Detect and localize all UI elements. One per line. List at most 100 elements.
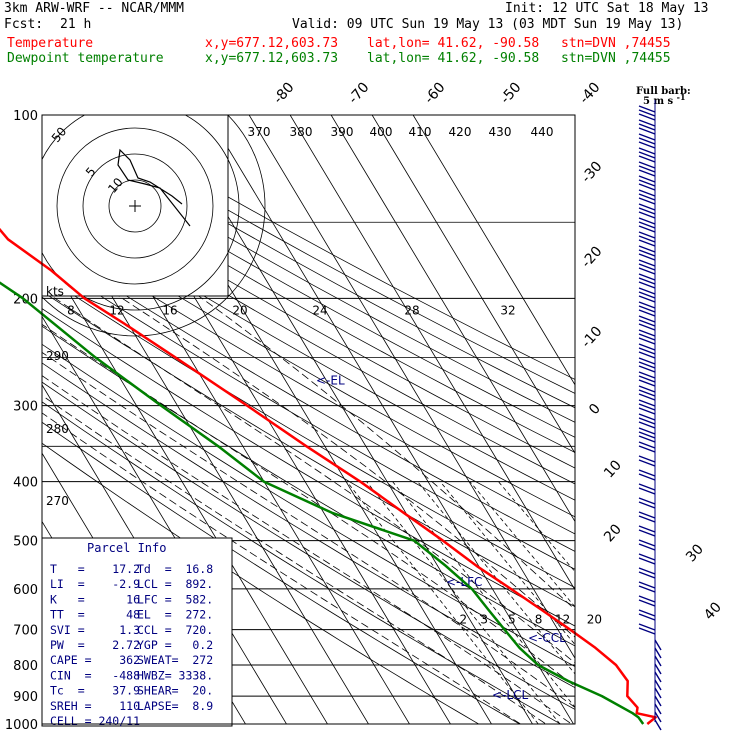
wind-barb <box>638 221 656 229</box>
wind-barb <box>638 351 656 359</box>
dry-adiabat-label: 420 <box>449 125 472 139</box>
wind-barb <box>638 197 656 205</box>
wind-barb <box>638 165 656 173</box>
mixing-ratio-line <box>439 481 575 646</box>
mixing-ratio-label: 3 <box>480 613 488 627</box>
wind-barb <box>638 305 656 313</box>
parcel-info-value: SWEAT= 272 <box>137 653 213 667</box>
level-annotation: <-CCL <box>528 631 566 645</box>
wind-barb <box>638 389 656 397</box>
wind-barb <box>638 295 656 303</box>
wind-barb-key-unit: 5 m s -1 <box>643 92 686 107</box>
wind-barb <box>638 525 656 533</box>
pressure-tick-label: 500 <box>13 535 38 550</box>
dry-adiabat-label: 270 <box>46 494 69 508</box>
wind-barb <box>654 703 662 715</box>
valid-time: Valid: 09 UTC Sun 19 May 13 (03 MDT Sun … <box>292 17 684 32</box>
wind-barb <box>638 455 656 463</box>
hodograph-ring <box>56 127 214 285</box>
dewpoint-station: stn=DVN ,74455 <box>561 51 671 66</box>
model-title: 3km ARW-WRF -- NCAR/MMM <box>4 1 185 16</box>
wind-barb <box>654 663 662 675</box>
wind-barb <box>638 445 656 453</box>
temperature-station: stn=DVN ,74455 <box>561 36 671 51</box>
wind-barb <box>638 169 656 177</box>
wind-barb <box>638 441 656 449</box>
wind-barb <box>638 119 656 127</box>
isotherm-label: -10 <box>578 323 605 351</box>
isotherm <box>207 115 574 724</box>
wind-barb <box>638 487 656 495</box>
isotherm-label: -80 <box>270 79 297 107</box>
mixing-ratio-top-label: 28 <box>404 303 419 317</box>
dewpoint-legend: Dewpoint temperature <box>7 51 164 66</box>
pressure-tick-label: 1000 <box>5 718 38 733</box>
wind-barb <box>638 183 656 191</box>
temperature-latlon: lat,lon= 41.62, -90.58 <box>367 36 540 51</box>
wind-barb <box>638 553 656 561</box>
mixing-ratio-top-label: 16 <box>162 303 177 317</box>
parcel-info-title: Parcel Info <box>87 541 166 555</box>
parcel-info-background <box>41 537 233 727</box>
wind-barb <box>638 343 656 351</box>
isotherm <box>42 247 328 724</box>
parcel-info-value: LCL = 892. <box>137 577 213 591</box>
parcel-info-value: YGP = 0.2 <box>137 638 213 652</box>
wind-barb <box>638 127 656 135</box>
level-annotation: <-EL <box>316 374 345 388</box>
parcel-info-value: LFC = 582. <box>137 592 213 606</box>
wind-barb <box>638 393 656 401</box>
wind-barb <box>638 259 656 267</box>
dry-adiabat-label: 280 <box>46 422 69 436</box>
wind-barb <box>638 161 656 169</box>
parcel-info-value: EL = 272. <box>137 608 213 622</box>
parcel-info-value: CAPE = 362 <box>50 653 140 667</box>
dry-adiabat <box>42 421 521 724</box>
dry-adiabat-label: 430 <box>489 125 512 139</box>
hodograph-ring <box>42 115 266 337</box>
wind-barb <box>638 217 656 225</box>
isotherm <box>371 115 575 454</box>
wind-barb <box>654 679 662 691</box>
isotherm-label: -50 <box>497 79 524 107</box>
isotherm <box>0 101 7 736</box>
wind-barb <box>638 571 656 579</box>
wind-barb <box>654 671 662 683</box>
wind-barb <box>638 557 656 565</box>
wind-barb <box>638 435 656 443</box>
wind-barb <box>638 253 656 261</box>
wind-barb <box>638 189 656 197</box>
wind-barb <box>654 711 662 723</box>
wind-barb <box>638 403 656 411</box>
wind-barb <box>638 375 656 383</box>
wind-barb <box>638 231 656 239</box>
wind-barb <box>638 599 656 607</box>
isotherm <box>412 115 575 386</box>
wind-barb <box>638 371 656 379</box>
wind-barb <box>638 473 656 481</box>
level-annotation: <-LCL <box>492 688 528 702</box>
wind-barb <box>638 267 656 275</box>
plot-frame <box>41 114 576 725</box>
mixing-ratio-label: 20 <box>587 613 602 627</box>
wind-barb <box>638 399 656 407</box>
wind-barb <box>638 421 656 429</box>
wind-barb <box>638 203 656 211</box>
dry-adiabat-label: 390 <box>331 125 354 139</box>
wind-barb <box>638 249 656 257</box>
init-time: Init: 12 UTC Sat 18 May 13 <box>505 1 709 16</box>
wind-barb <box>638 211 656 219</box>
wind-barb <box>638 407 656 415</box>
isotherm-label: -40 <box>576 79 603 107</box>
isotherm-label: 0 <box>586 401 604 418</box>
dry-adiabat-label: 410 <box>409 125 432 139</box>
isotherm-label: -20 <box>578 243 605 271</box>
wind-barb-key: Full barb: <box>636 86 691 97</box>
dry-adiabat-label: 380 <box>290 125 313 139</box>
isotherm-label: 40 <box>701 599 725 623</box>
dry-adiabat <box>42 401 562 724</box>
wind-barb <box>638 539 656 547</box>
parcel-info-value: CCL = 720. <box>137 623 213 637</box>
wind-barb <box>638 263 656 271</box>
parcel-info-value: K = 16 <box>50 592 140 606</box>
